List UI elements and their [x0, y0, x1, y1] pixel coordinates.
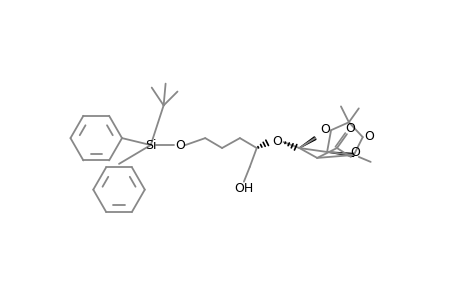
Text: O: O: [272, 135, 282, 148]
Text: O: O: [349, 146, 359, 160]
Text: OH: OH: [234, 182, 253, 195]
Text: Si: Si: [145, 139, 156, 152]
Text: O: O: [175, 139, 185, 152]
Polygon shape: [326, 152, 353, 156]
Text: O: O: [344, 122, 354, 135]
Polygon shape: [299, 137, 315, 148]
Text: O: O: [363, 130, 373, 142]
Text: O: O: [319, 123, 329, 136]
